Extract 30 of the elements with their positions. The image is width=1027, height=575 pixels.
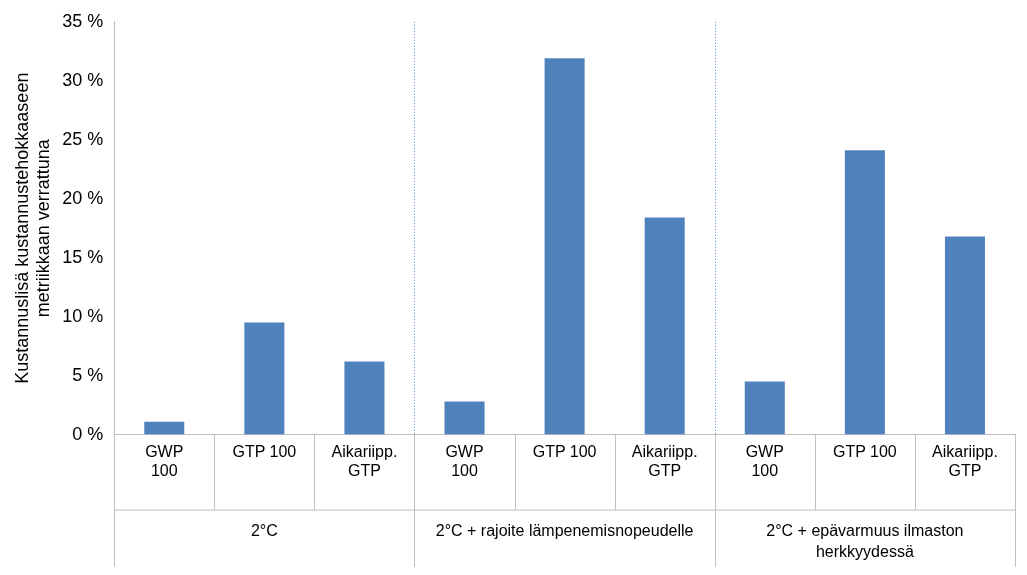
y-tick-label: 30 %	[62, 69, 104, 90]
y-tick-label: 15 %	[62, 246, 104, 267]
bar	[644, 217, 685, 435]
bar	[344, 361, 385, 435]
text: 2°C + rajoite lämpenemisnopeudelle	[435, 522, 694, 540]
text: 2°C	[250, 522, 278, 540]
bar	[244, 322, 285, 435]
bar	[944, 236, 985, 435]
y-tick-label: 25 %	[62, 128, 104, 149]
bar	[444, 401, 485, 435]
y-tick-label: 35 %	[62, 10, 104, 31]
bar	[144, 421, 185, 435]
bar	[544, 58, 585, 435]
x-tick-label: Aikariipp. GTP	[631, 442, 698, 479]
x-tick-label: Aikariipp. GTP	[331, 442, 398, 479]
bar	[844, 150, 885, 435]
y-tick-label: 10 %	[62, 305, 104, 326]
y-tick-label: 5 %	[72, 364, 104, 385]
x-tick-label: GWP 100	[145, 442, 184, 479]
y-axis-title: Kustannuslisä kustannustehokkaaseen metriikkaan verrattuna	[11, 72, 54, 384]
x-tick-label: Aikariipp. GTP	[932, 442, 998, 479]
bar	[744, 381, 785, 435]
x-tick-label: GTP 100	[833, 442, 897, 460]
x-tick-label: GTP 100	[532, 442, 597, 460]
text: 2°C + epävarmuus ilmaston herkkyydessä	[766, 522, 964, 561]
x-tick-label: GWP 100	[745, 442, 784, 479]
x-tick-label: GTP 100	[232, 442, 297, 460]
y-tick-label: 20 %	[62, 187, 104, 208]
x-tick-label: GWP 100	[445, 442, 484, 479]
y-tick-label: 0 %	[72, 423, 104, 444]
